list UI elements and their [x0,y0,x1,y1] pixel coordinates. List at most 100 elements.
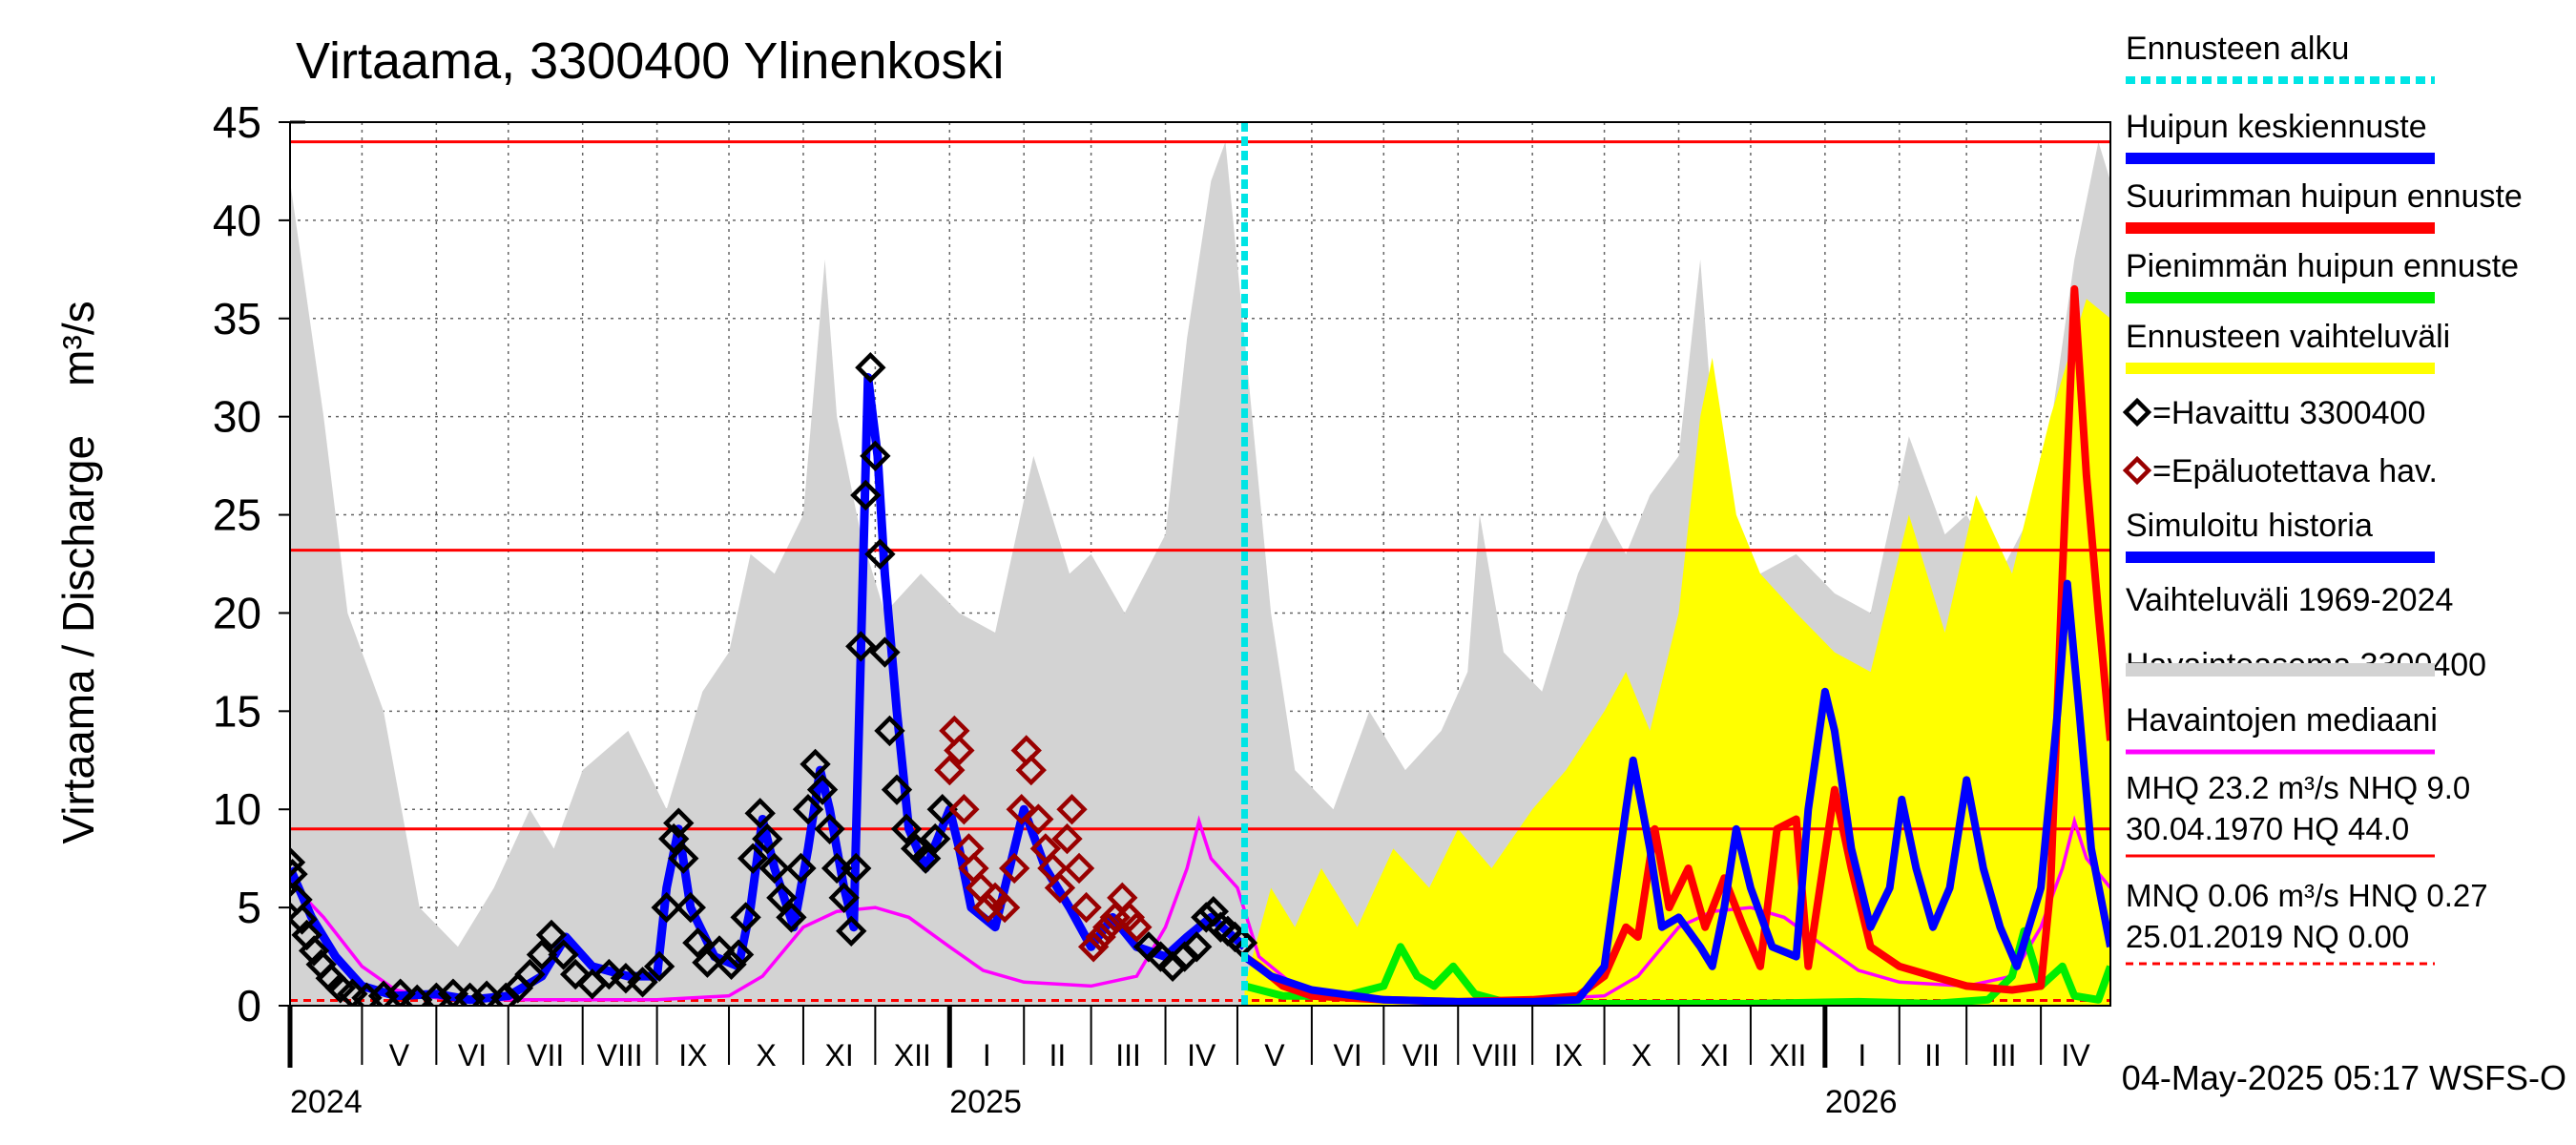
observed-point [730,902,761,933]
observed-point [744,798,776,829]
month-label: IV [2061,1038,2090,1072]
observed-point [421,982,452,1006]
stats-line: 30.04.1970 HQ 44.0 [2126,811,2409,846]
month-label: VIII [1472,1038,1518,1072]
month-label: VII [527,1038,564,1072]
observed-point [535,919,568,951]
legend-item: Huipun keskiennuste [2126,109,2435,164]
unreliable-obs-point [1006,794,1037,825]
legend-diamond [2122,455,2152,486]
observed-point [668,843,699,874]
month-label: IX [678,1038,707,1072]
unreliable-obs-point [1056,794,1088,825]
legend-item: Suurimman huipun ennuste [2126,178,2523,234]
median-line [290,815,2110,1002]
legend: Ennusteen alku Huipun keskiennuste Suurimm… [2122,31,2523,966]
y-tick-label: 0 [237,981,261,1030]
unreliable-obs-point [934,754,966,786]
observed-point [514,958,546,990]
month-label: VI [1333,1038,1361,1072]
month-label: IV [1187,1038,1216,1072]
plot-frame [289,121,2111,1007]
observed-point [651,891,682,924]
observed-point [855,352,886,384]
y-tick-label: 35 [213,294,261,344]
observed-point [785,852,817,885]
y-tick-label: 40 [213,196,261,245]
observed-point [437,978,469,1006]
observed-point [682,926,714,959]
legend-label: Havaintojen mediaani [2126,702,2438,739]
unreliable-obs-point [1023,803,1054,835]
chart-title: Virtaama, 3300400 Ylinenkoski [296,32,1005,90]
month-label: XI [825,1038,854,1072]
legend-label: Suurimman huipun ennuste [2126,178,2523,215]
unreliable-obs-point [1121,911,1153,943]
observed-point [675,891,706,924]
observed-point [792,794,824,825]
y-tick-label: 10 [213,784,261,834]
observed-point [663,807,695,839]
legend-item: Ennusteen vaihteluväli [2126,319,2450,374]
markers-group [290,352,958,1006]
observed-point [643,950,675,983]
unreliable-obs-point [988,891,1021,924]
unreliable-obs-point [998,852,1030,885]
month-label: I [1858,1038,1866,1072]
observed-point [860,440,891,472]
legend-diamond [2122,397,2152,427]
unreliable-obs-point [1070,891,1102,924]
observed-point [874,715,905,747]
stats-line: MHQ 23.2 m³/s NHQ 9.0 [2126,770,2470,805]
observed-point [752,822,783,855]
observed-point [1191,902,1222,933]
observed-point [593,958,625,990]
observed-point [850,479,882,511]
observed-point [290,846,306,878]
markers-group [1132,896,1258,983]
observed-point [776,902,807,933]
legend-label: Huipun keskiennuste [2126,109,2427,145]
observed-point [290,904,318,935]
observed-point [926,794,958,825]
observed-point [841,852,872,885]
legend-label: Vaihteluväli 1969-2024 [2126,582,2453,618]
legend-item: Havaintojen mediaani [2126,702,2438,755]
month-label: X [756,1038,776,1072]
legend-label: Pienimmän huipun ennuste [2126,248,2519,284]
observed-point [1181,931,1213,963]
unreliable-obs-point [1092,911,1124,943]
observed-point [384,978,416,1006]
month-label: V [1264,1038,1285,1072]
observed-point [836,915,867,947]
legend-label: =Havaittu 3300400 [2152,395,2425,431]
month-label: II [1924,1038,1942,1072]
year-label: 2025 [949,1084,1022,1120]
observed-point [716,948,747,980]
month-label: VII [1402,1038,1440,1072]
mean-peak-forecast-line [1242,579,2110,1006]
legend-label: Ennusteen vaihteluväli [2126,319,2450,355]
min-peak-forecast-line [1243,926,2110,1006]
month-label: IX [1554,1038,1583,1072]
observed-point [559,958,592,990]
y-tick-label: 15 [213,686,261,736]
month-label: X [1631,1038,1652,1072]
y-tick-label: 45 [213,97,261,147]
legend-item: Pienimmän huipun ennuste [2126,248,2519,303]
observed-point [806,774,839,805]
observed-point [722,939,755,970]
unreliable-obs-point [1085,921,1116,953]
observed-point [548,939,579,970]
stats-block: MNQ 0.06 m³/s HNQ 0.27 25.01.2019 NQ 0.00 [2126,878,2488,966]
observed-point [828,882,860,914]
observed-point [920,822,951,855]
legend-item: Simuloitu historia [2126,508,2435,563]
y-tick-label: 5 [237,883,261,932]
observed-point [627,967,658,998]
unreliable-obs-point [1044,872,1076,904]
stats-block: MHQ 23.2 m³/s NHQ 9.0 30.04.1970 HQ 44.0 [2126,770,2470,858]
observed-point [610,963,642,994]
month-label: XII [894,1038,931,1072]
unreliable-obs-point [1015,754,1047,786]
